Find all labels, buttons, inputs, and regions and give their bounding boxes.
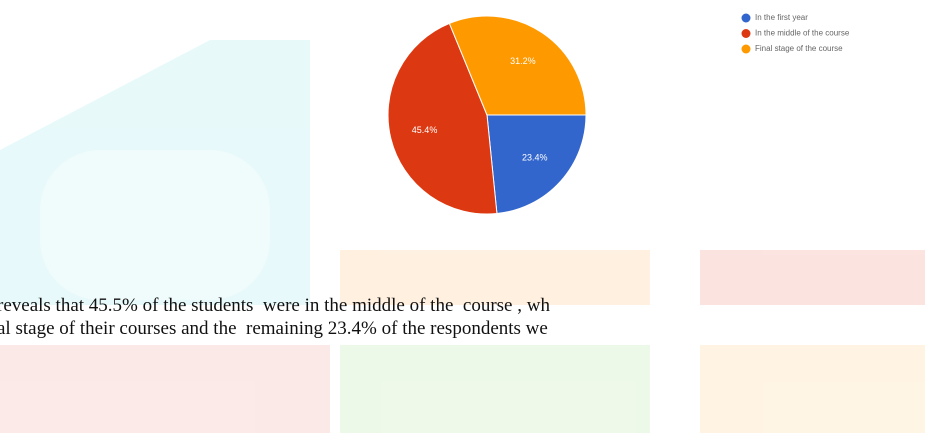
paragraph-line: al stage of their courses and the remain… (0, 318, 548, 339)
watermark (0, 40, 925, 433)
pie-slice (486, 114, 587, 215)
slice-label: 45.4% (412, 125, 438, 135)
pie-slice (448, 15, 587, 116)
legend-swatch (741, 29, 751, 38)
slice-label: 23.4% (522, 153, 548, 163)
pie-slice (387, 22, 498, 215)
legend-label: In the first year (755, 13, 808, 22)
legend-label: In the middle of the course (755, 29, 850, 38)
legend-label: Final stage of the course (755, 44, 843, 53)
legend: In the first year In the middle of the co… (741, 13, 850, 54)
slice-label: 31.2% (510, 56, 536, 66)
legend-swatch (741, 44, 751, 54)
pie-chart: 23.4% 45.4% 31.2% (387, 15, 587, 215)
paragraph-line: reveals that 45.5% of the students were … (0, 295, 550, 316)
legend-swatch (741, 13, 751, 23)
